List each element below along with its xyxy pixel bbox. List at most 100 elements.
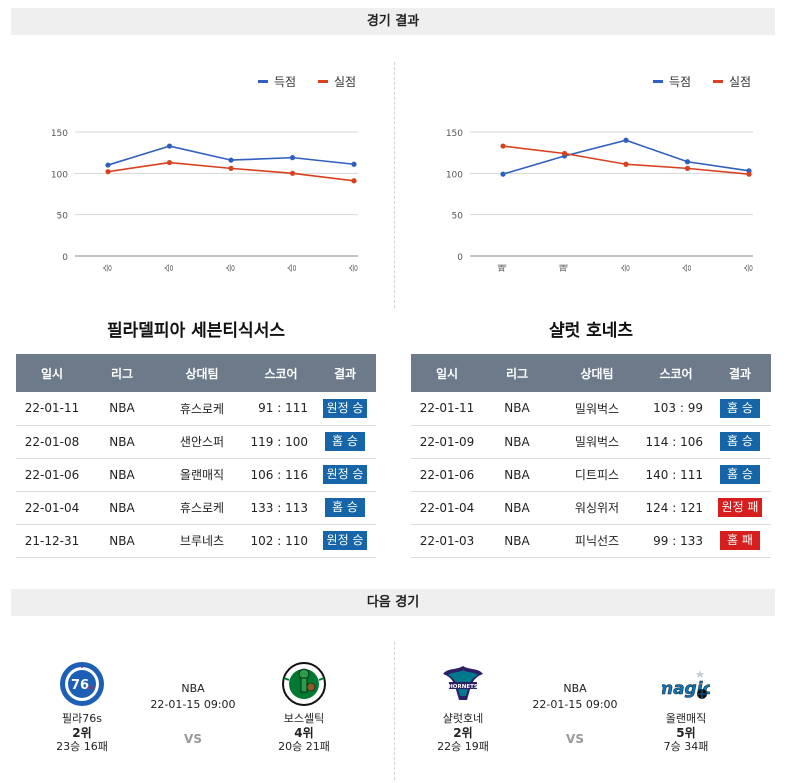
- x-tick-label: 패: [498, 264, 509, 272]
- chart-divider: [394, 62, 395, 308]
- home-team[interactable]: 76 ers 필라76s 2위 23승 16패: [37, 660, 127, 754]
- cell-date: 22-01-06: [411, 458, 483, 492]
- cell-league: NBA: [88, 491, 156, 525]
- data-point: [684, 165, 691, 171]
- data-point: [351, 178, 357, 184]
- team-rank: 4위: [294, 726, 314, 740]
- game-league: NBA: [563, 682, 587, 695]
- y-tick-label: 0: [457, 253, 463, 263]
- cell-score: 91 : 111: [248, 392, 314, 426]
- table-row: 22-01-04 NBA 휴스로케 133 : 113 홈 승: [16, 491, 376, 525]
- data-point: [228, 157, 234, 163]
- x-tick-label: 승: [621, 264, 632, 272]
- x-tick-label: 승: [164, 264, 175, 272]
- table-row: 22-01-08 NBA 샌안스퍼 119 : 100 홈 승: [16, 425, 376, 459]
- y-tick-label: 100: [446, 170, 463, 180]
- celtics-logo: [280, 660, 328, 708]
- result-badge: 홈 승: [720, 398, 760, 418]
- cell-result: 원정 승: [314, 524, 376, 558]
- svg-text:ers: ers: [87, 685, 95, 691]
- header-result: 결과: [709, 354, 771, 392]
- cell-result: 홈 패: [709, 524, 771, 558]
- cell-result: 원정 승: [314, 458, 376, 492]
- legend-label: 실점: [334, 75, 356, 89]
- cell-opponent: 휴스로케: [156, 491, 248, 525]
- table-row: 22-01-11 NBA 휴스로케 91 : 111 원정 승: [16, 392, 376, 426]
- legend-label: 실점: [729, 75, 751, 89]
- header-opponent: 상대팀: [156, 354, 248, 392]
- away-team[interactable]: magic 올랜매직 5위 7승 34패: [641, 660, 731, 754]
- next-games-divider: [394, 642, 395, 780]
- game-datetime: 22-01-15 09:00: [150, 698, 236, 711]
- result-badge: 홈 승: [720, 465, 760, 484]
- x-tick-label: 승: [682, 264, 693, 272]
- x-tick-label: 승: [103, 264, 114, 272]
- header-league: 리그: [483, 354, 551, 392]
- header-score: 스코어: [643, 354, 709, 392]
- cell-date: 22-01-11: [411, 392, 483, 426]
- y-tick-label: 50: [57, 212, 69, 222]
- away-team[interactable]: 보스셀틱 4위 20승 21패: [259, 660, 349, 754]
- result-badge: 원정 승: [322, 398, 368, 418]
- data-point: [228, 165, 234, 171]
- cell-result: 원정 승: [314, 392, 376, 426]
- team-rank: 2위: [72, 726, 92, 740]
- data-point: [289, 155, 296, 161]
- next-game-1: 76 ers 필라76s 2위 23승 16패 NBA 22-01-15 09:…: [10, 640, 390, 780]
- cell-date: 22-01-04: [411, 491, 483, 525]
- table-row: 22-01-06 NBA 올랜매직 106 : 116 원정 승: [16, 458, 376, 492]
- result-badge: 원정 승: [322, 531, 368, 550]
- results-section-header: 경기 결과: [11, 8, 775, 35]
- y-tick-label: 100: [51, 170, 68, 180]
- data-point: [105, 162, 111, 168]
- svg-text:76: 76: [71, 678, 89, 693]
- cell-opponent: 디트피스: [551, 458, 643, 492]
- cell-opponent: 올랜매직: [156, 458, 248, 492]
- result-badge: 홈 승: [325, 498, 365, 517]
- cell-score: 140 : 111: [643, 458, 709, 492]
- team-name: 올랜매직: [665, 712, 707, 725]
- cell-date: 22-01-06: [16, 458, 88, 492]
- data-point: [623, 137, 629, 143]
- chart-charlotte: 득점 실점 0 50 100 150 패 패 승 승 승: [446, 75, 755, 272]
- data-point: [166, 143, 173, 149]
- cell-date: 22-01-04: [16, 491, 88, 525]
- cell-opponent: 워싱위저: [551, 491, 643, 525]
- cell-opponent: 밀워벅스: [551, 425, 643, 459]
- cell-date: 21-12-31: [16, 524, 88, 558]
- game-info: NBA 22-01-15 09:00: [143, 682, 243, 711]
- x-tick-label: 승: [349, 264, 360, 272]
- cell-league: NBA: [483, 392, 551, 426]
- hornets-logo: HORNETS: [439, 660, 487, 708]
- game-league: NBA: [181, 682, 205, 695]
- y-tick-label: 150: [51, 129, 68, 139]
- cell-date: 22-01-08: [16, 425, 88, 459]
- table-row: 22-01-09 NBA 밀워벅스 114 : 106 홈 승: [411, 425, 771, 459]
- result-badge: 원정 승: [322, 465, 368, 484]
- cell-opponent: 샌안스퍼: [156, 425, 248, 459]
- vs-label: VS: [184, 732, 202, 746]
- header-date: 일시: [16, 354, 88, 392]
- cell-score: 114 : 106: [643, 425, 709, 459]
- data-point: [561, 150, 568, 157]
- vs-label: VS: [566, 732, 584, 746]
- result-badge: 홈 승: [325, 432, 365, 451]
- x-tick-label: 승: [226, 264, 237, 272]
- cell-league: NBA: [483, 491, 551, 525]
- result-badge: 홈 패: [720, 531, 760, 550]
- team-name: 샬럿호네: [442, 712, 484, 725]
- chart-philadelphia: 득점 실점 0 50 100 150 승 승 승 승 승: [51, 75, 360, 272]
- data-point: [289, 170, 296, 176]
- cell-league: NBA: [483, 524, 551, 558]
- team-name: 보스셀틱: [283, 712, 325, 725]
- home-team[interactable]: HORNETS 샬럿호네 2위 22승 19패: [418, 660, 508, 754]
- table-row: 22-01-06 NBA 디트피스 140 : 111 홈 승: [411, 458, 771, 492]
- cell-result: 홈 승: [709, 392, 771, 426]
- cell-opponent: 휴스로케: [156, 392, 248, 426]
- data-point: [105, 169, 111, 175]
- legend-label: 득점: [274, 75, 296, 89]
- team-title-philadelphia: 필라델피아 세븐티식서스: [107, 321, 285, 341]
- team-record: 23승 16패: [56, 740, 108, 753]
- cell-score: 124 : 121: [643, 491, 709, 525]
- chart-legend: 득점 실점: [258, 75, 356, 89]
